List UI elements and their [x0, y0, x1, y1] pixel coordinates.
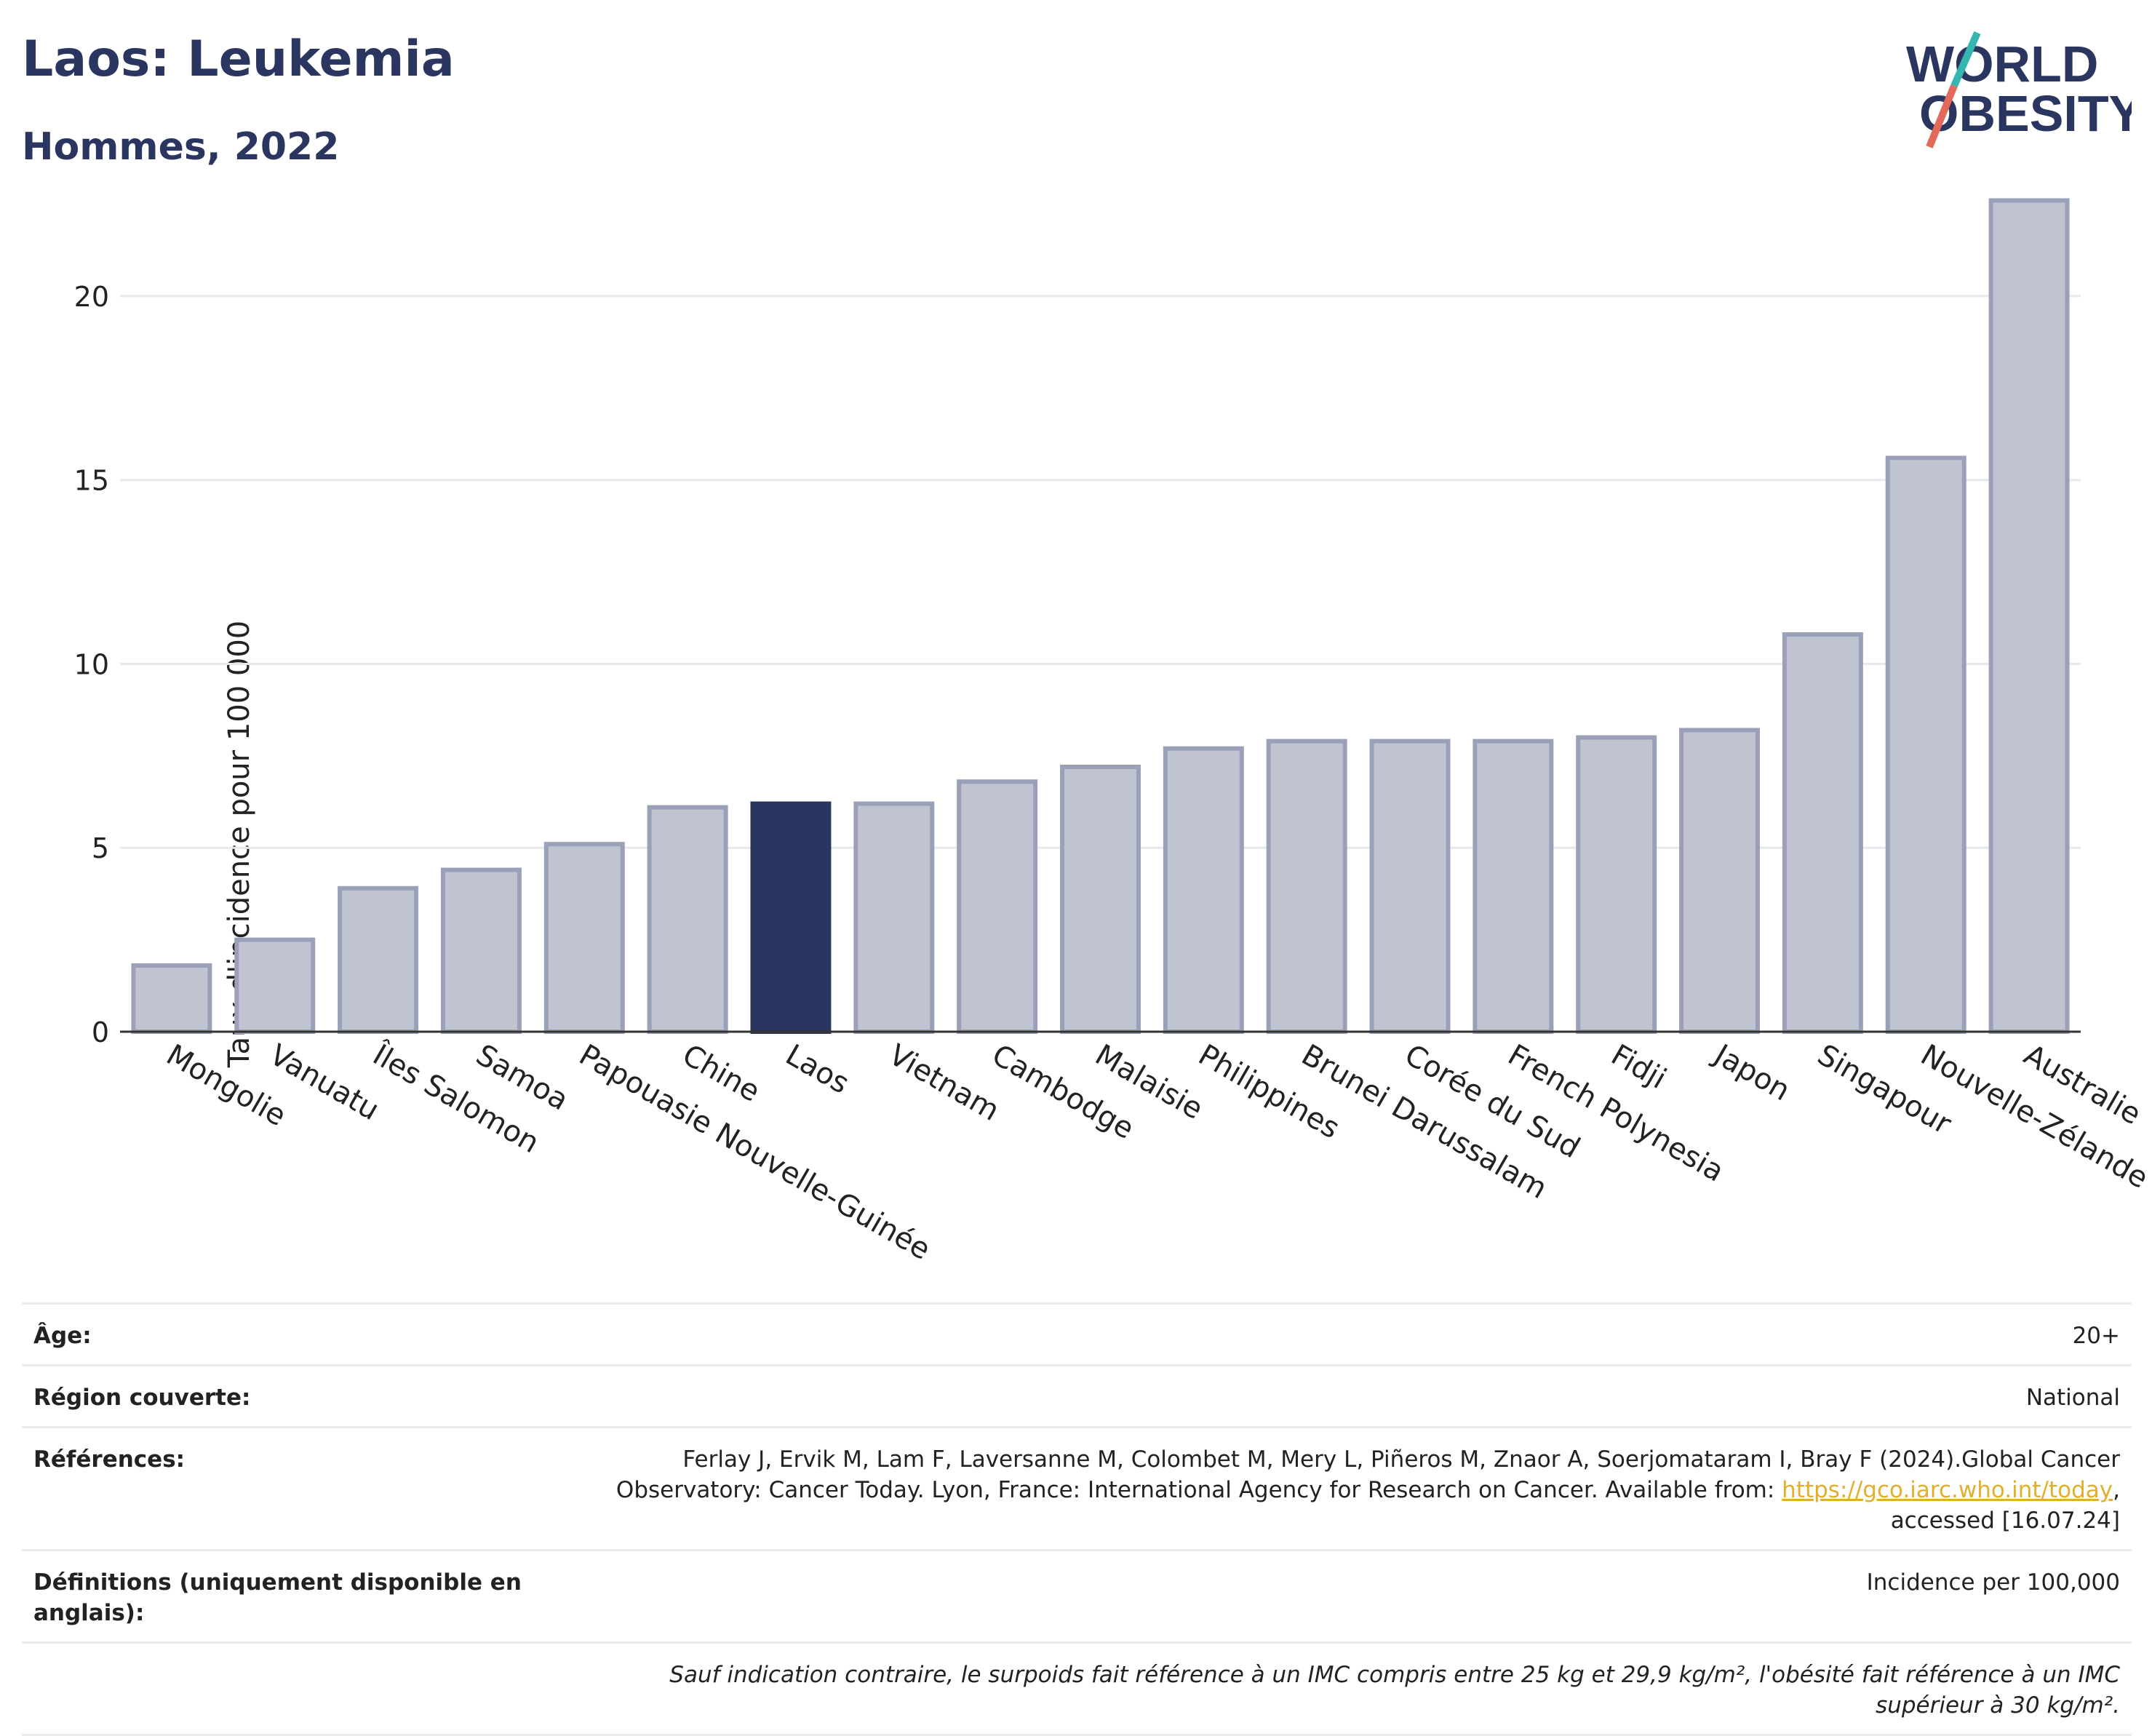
info-row-region: Région couverte: National [22, 1364, 2132, 1426]
bar [543, 842, 625, 1034]
info-key: Âge: [33, 1323, 92, 1349]
reference-text: Ferlay J, Ervik M, Lam F, Laversanne M, … [615, 1446, 2120, 1503]
bar [1885, 455, 1966, 1034]
x-tick-label: Laos [780, 1038, 855, 1101]
bar [1266, 738, 1347, 1034]
bar [131, 963, 212, 1035]
chart-title: Laos: Leukemia [22, 31, 455, 88]
bar [647, 805, 728, 1034]
chart-subtitle: Hommes, 2022 [22, 125, 340, 169]
info-key: Définitions (uniquement disponible en an… [33, 1569, 522, 1626]
bar [1369, 738, 1451, 1034]
y-tick-label: 0 [92, 1016, 109, 1048]
info-key: Références: [33, 1446, 186, 1473]
x-tick-label: Japon [1707, 1037, 1796, 1107]
bar [234, 937, 316, 1035]
x-tick-label: Îles Salomon [367, 1037, 546, 1160]
y-tick-label: 20 [74, 281, 109, 313]
world-obesity-logo: WORLD OBESITY [1906, 31, 2132, 148]
info-value: 20+ [2072, 1323, 2120, 1349]
bar [1782, 632, 1863, 1034]
bar [440, 867, 522, 1034]
info-row-age: Âge: 20+ [22, 1302, 2132, 1364]
reference-link[interactable]: https://gco.iarc.who.int/today [1782, 1477, 2113, 1503]
logo-slash-teal [1950, 31, 1981, 88]
y-tick-label: 15 [74, 465, 109, 497]
bar [1472, 738, 1554, 1034]
bar [338, 885, 419, 1034]
info-table: Âge: 20+ Région couverte: National Référ… [22, 1302, 2132, 1736]
bar [1163, 746, 1244, 1035]
x-tick-label: Fidji [1606, 1038, 1672, 1096]
bar [853, 801, 935, 1034]
y-tick-label: 10 [74, 648, 109, 680]
info-row-note: Sauf indication contraire, le surpoids f… [22, 1641, 2132, 1736]
info-key: Région couverte: [33, 1385, 251, 1411]
logo-line1: WORLD [1906, 36, 2098, 92]
x-tick-label: Papouasie Nouvelle-Guinée [573, 1038, 936, 1267]
info-value: Incidence per 100,000 [1866, 1569, 2120, 1596]
bar [1576, 735, 1657, 1034]
x-tick-label: Vietnam [883, 1038, 1005, 1128]
bar [750, 801, 832, 1034]
info-row-references: Références: Ferlay J, Ervik M, Lam F, La… [22, 1426, 2132, 1549]
logo-slash-red [1926, 84, 1958, 148]
bar [1988, 198, 2070, 1034]
info-value: Ferlay J, Ervik M, Lam F, Laversanne M, … [556, 1444, 2120, 1536]
bar [957, 779, 1038, 1034]
y-tick-label: 5 [92, 832, 109, 864]
bar [1679, 728, 1761, 1034]
reference-accessed: , accessed [16.07.24] [1890, 1477, 2120, 1534]
info-value: National [2025, 1385, 2120, 1411]
info-row-definitions: Définitions (uniquement disponible en an… [22, 1549, 2132, 1641]
logo-line2: OBESITY [1919, 85, 2132, 142]
footnote: Sauf indication contraire, le surpoids f… [669, 1662, 2120, 1719]
bar [1060, 765, 1141, 1034]
